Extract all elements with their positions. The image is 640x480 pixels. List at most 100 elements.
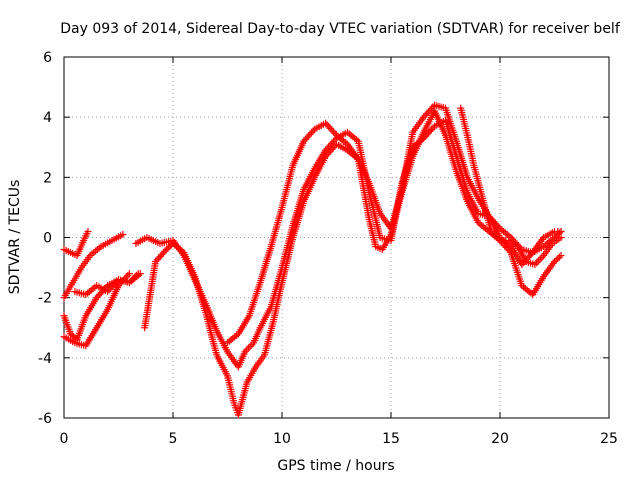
y-tick-label: -6 bbox=[38, 411, 52, 427]
trace-marker bbox=[375, 207, 383, 215]
trace-marker bbox=[494, 223, 502, 231]
trace-marker bbox=[113, 277, 121, 285]
trace-marker bbox=[504, 245, 512, 253]
series-trace-b bbox=[60, 230, 127, 302]
trace-marker bbox=[278, 281, 286, 289]
trace-marker bbox=[554, 230, 562, 238]
trace-marker bbox=[94, 292, 102, 300]
series-trace-a bbox=[60, 227, 92, 260]
trace-marker bbox=[473, 216, 481, 224]
trace-marker bbox=[408, 130, 416, 138]
trace-marker bbox=[164, 244, 172, 252]
trace-marker bbox=[266, 305, 274, 313]
trace-marker bbox=[529, 260, 537, 268]
x-tick-label: 25 bbox=[600, 431, 618, 447]
trace-marker bbox=[376, 245, 384, 253]
trace-marker bbox=[153, 256, 161, 264]
trace-marker bbox=[123, 278, 131, 286]
trace-marker bbox=[498, 238, 506, 246]
trace-marker bbox=[517, 279, 525, 287]
trace-marker bbox=[341, 145, 349, 153]
y-axis-label: SDTVAR / TECUs bbox=[7, 180, 23, 295]
trace-marker bbox=[452, 165, 460, 173]
trace-marker bbox=[102, 308, 110, 316]
trace-marker bbox=[76, 266, 84, 274]
y-tick-label: 6 bbox=[43, 50, 52, 66]
trace-marker bbox=[321, 154, 329, 162]
trace-marker bbox=[365, 213, 373, 221]
trace-marker bbox=[331, 129, 339, 137]
trace-marker bbox=[122, 273, 130, 281]
trace-marker bbox=[114, 284, 122, 292]
trace-marker bbox=[452, 135, 460, 143]
trace-marker bbox=[494, 235, 502, 243]
trace-marker bbox=[502, 243, 510, 251]
trace-marker bbox=[255, 326, 263, 334]
trace-marker bbox=[386, 233, 394, 241]
data-point bbox=[557, 252, 565, 260]
trace-marker bbox=[301, 136, 309, 144]
trace-marker bbox=[555, 253, 563, 261]
trace-marker bbox=[212, 349, 220, 357]
trace-marker bbox=[70, 333, 78, 341]
y-tick-label: 4 bbox=[43, 110, 52, 126]
trace-marker bbox=[81, 314, 89, 322]
series-trace-d bbox=[60, 270, 133, 350]
trace-marker bbox=[502, 237, 510, 245]
trace-marker bbox=[549, 259, 557, 267]
trace-marker bbox=[427, 126, 435, 134]
trace-marker bbox=[166, 243, 174, 251]
trace-marker bbox=[95, 244, 103, 252]
y-tick-label: -2 bbox=[38, 291, 52, 307]
trace-marker bbox=[501, 242, 509, 250]
trace-marker bbox=[418, 115, 426, 123]
trace-marker bbox=[526, 252, 534, 260]
x-axis-label: GPS time / hours bbox=[277, 458, 394, 474]
series-trace-i bbox=[457, 104, 565, 269]
data-point bbox=[557, 227, 565, 235]
trace-marker bbox=[552, 256, 560, 264]
trace-marker bbox=[201, 307, 209, 315]
series-trace-e bbox=[71, 270, 142, 299]
trace-marker bbox=[478, 192, 486, 200]
trace-marker bbox=[331, 136, 339, 144]
trace-marker bbox=[325, 149, 333, 157]
trace-marker bbox=[555, 229, 563, 237]
trace-marker bbox=[266, 245, 274, 253]
trace-marker bbox=[66, 328, 74, 336]
series-trace-h bbox=[224, 101, 565, 347]
x-tick-label: 20 bbox=[491, 431, 509, 447]
trace-marker bbox=[426, 106, 434, 114]
trace-marker bbox=[303, 134, 311, 142]
trace-marker bbox=[547, 242, 555, 250]
trace-marker bbox=[527, 248, 535, 256]
trace-marker bbox=[96, 290, 104, 298]
trace-marker bbox=[124, 271, 132, 279]
trace-marker bbox=[91, 326, 99, 334]
trace-marker bbox=[419, 130, 427, 138]
trace-marker bbox=[158, 251, 166, 259]
chart-title: Day 093 of 2014, Sidereal Day-to-day VTE… bbox=[60, 21, 621, 37]
trace-marker bbox=[463, 171, 471, 179]
trace-marker bbox=[161, 247, 169, 255]
trace-marker bbox=[463, 129, 471, 137]
trace-marker bbox=[538, 275, 546, 283]
trace-marker bbox=[80, 341, 88, 349]
trace-marker bbox=[310, 175, 318, 183]
y-tick-labels: -6 -4 -2 0 2 4 6 bbox=[38, 50, 52, 427]
trace-marker bbox=[423, 110, 431, 118]
trace-marker bbox=[64, 248, 72, 256]
trace-marker bbox=[490, 218, 498, 226]
trace-marker bbox=[190, 271, 198, 279]
trace-marker bbox=[555, 235, 563, 243]
x-tick-label: 15 bbox=[382, 431, 400, 447]
trace-marker bbox=[251, 365, 259, 373]
trace-marker bbox=[299, 200, 307, 208]
trace-marker bbox=[304, 132, 312, 140]
trace-marker bbox=[469, 159, 477, 167]
trace-marker bbox=[326, 124, 334, 132]
trace-marker bbox=[155, 254, 163, 262]
x-tick-label: 0 bbox=[60, 431, 69, 447]
trace-marker bbox=[288, 236, 296, 244]
